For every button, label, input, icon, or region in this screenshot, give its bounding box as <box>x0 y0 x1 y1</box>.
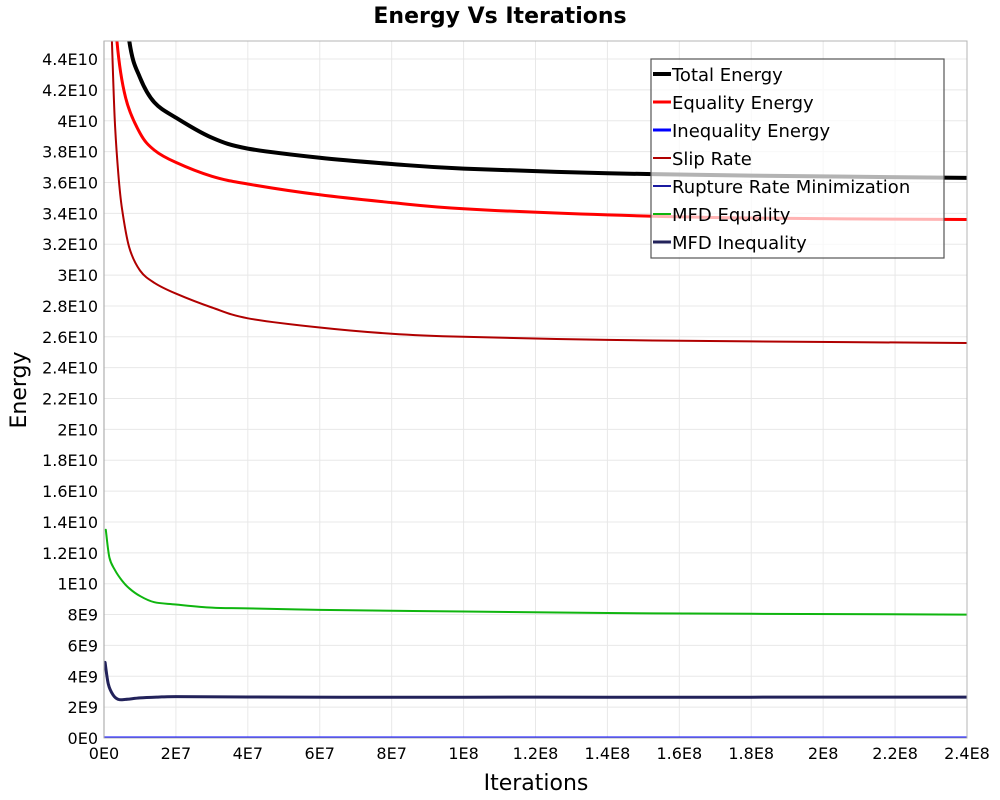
x-tick-label: 2E7 <box>161 744 191 763</box>
y-axis-ticks: 0E0 2E9 4E9 6E9 8E9 1E10 1.2E10 1.4E10 1.6E10 1.8… <box>42 50 98 748</box>
legend-label: Inequality Energy <box>672 121 830 142</box>
series-line-slip-rate <box>110 41 967 344</box>
x-tick-label: 8E7 <box>376 744 406 763</box>
x-tick-label: 2.4E8 <box>944 744 990 763</box>
x-tick-label: 0E0 <box>89 744 119 763</box>
x-tick-label: 4E7 <box>233 744 263 763</box>
x-tick-label: 1.8E8 <box>728 744 774 763</box>
y-tick-label: 0E0 <box>68 729 98 748</box>
y-tick-label: 8E9 <box>68 606 98 625</box>
legend-box <box>650 58 945 259</box>
y-tick-label: 2.8E10 <box>42 297 98 316</box>
legend-label: Slip Rate <box>672 149 752 170</box>
y-tick-label: 3.8E10 <box>42 143 98 162</box>
y-tick-label: 1.6E10 <box>42 482 98 501</box>
y-tick-label: 4.2E10 <box>42 81 98 100</box>
series-line-mfd-inequality <box>104 660 967 702</box>
legend-label: Rupture Rate Minimization <box>672 177 910 198</box>
legend-label: MFD Equality <box>672 205 791 226</box>
y-tick-label: 2E10 <box>57 420 98 439</box>
y-tick-label: 1.4E10 <box>42 513 98 532</box>
x-tick-label: 1.4E8 <box>585 744 631 763</box>
legend-label: Total Energy <box>671 65 783 86</box>
legend-label: MFD Inequality <box>672 233 807 254</box>
y-tick-label: 4E9 <box>68 667 98 686</box>
x-tick-label: 2.2E8 <box>872 744 918 763</box>
legend: Total Energy Equality Energy Inequality En… <box>650 58 945 259</box>
y-axis-label: Energy <box>7 351 32 428</box>
y-tick-label: 4.4E10 <box>42 50 98 69</box>
x-tick-label: 6E7 <box>305 744 335 763</box>
x-tick-label: 2E8 <box>808 744 838 763</box>
chart-title: Energy Vs Iterations <box>373 4 626 29</box>
y-tick-label: 3E10 <box>57 266 98 285</box>
y-tick-label: 1E10 <box>57 575 98 594</box>
y-tick-label: 3.4E10 <box>42 204 98 223</box>
x-tick-label: 1.6E8 <box>656 744 702 763</box>
plot-border <box>103 40 968 739</box>
y-tick-label: 2E9 <box>68 698 98 717</box>
y-tick-label: 4E10 <box>57 112 98 131</box>
y-tick-label: 3.2E10 <box>42 235 98 254</box>
series-line-mfd-equality <box>104 528 967 616</box>
x-axis-ticks: 0E0 2E7 4E7 6E7 8E7 1E8 1.2E8 1.4E8 1.6E8 1.8E8 2E… <box>89 744 990 763</box>
y-tick-label: 2.4E10 <box>42 359 98 378</box>
x-tick-label: 1.2E8 <box>513 744 559 763</box>
y-tick-label: 6E9 <box>68 636 98 655</box>
y-tick-label: 2.6E10 <box>42 328 98 347</box>
legend-label: Equality Energy <box>672 93 814 114</box>
x-axis-label: Iterations <box>484 771 589 796</box>
x-tick-label: 1E8 <box>448 744 478 763</box>
y-tick-label: 2.2E10 <box>42 390 98 409</box>
y-tick-label: 1.2E10 <box>42 544 98 563</box>
y-tick-label: 1.8E10 <box>42 451 98 470</box>
y-tick-label: 3.6E10 <box>42 173 98 192</box>
